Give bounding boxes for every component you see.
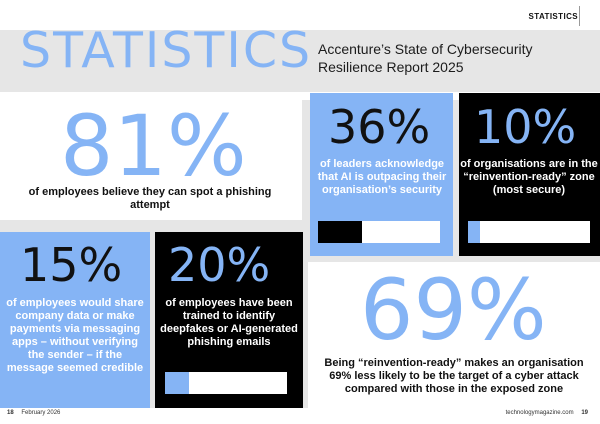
stat-text-15: of employees would share company data or… <box>6 297 144 374</box>
issue-date: February 2026 <box>21 410 61 416</box>
report-title: Accenture’s State of Cybersecurity Resil… <box>318 41 533 75</box>
page-number-right: 19 <box>581 410 588 416</box>
section-tag-divider <box>579 6 580 26</box>
stat-text-81: of employees believe they can spot a phi… <box>28 186 272 211</box>
stat-value-36: 36% <box>328 100 431 154</box>
stat-text-20: of employees have been trained to identi… <box>160 297 298 348</box>
stat-value-81: 81% <box>60 97 247 195</box>
stat-value-69: 69% <box>360 261 547 359</box>
stat-text-10: of organisations are in the “reinvention… <box>460 158 598 196</box>
stat-value-15: 15% <box>20 238 123 292</box>
stat-value-20: 20% <box>168 238 271 292</box>
header-divider-band <box>0 92 600 100</box>
progress-bar-20 <box>165 372 287 394</box>
stat-panel-15 <box>0 232 150 408</box>
progress-fill-10 <box>468 221 481 243</box>
website-link[interactable]: technologymagazine.com <box>505 410 574 416</box>
progress-bar-10 <box>468 221 590 243</box>
progress-fill-36 <box>318 221 362 243</box>
stat-text-36: of leaders acknowledge that AI is outpac… <box>317 158 447 196</box>
footer-left: 18 February 2026 <box>7 410 60 416</box>
progress-fill-20 <box>165 372 190 394</box>
page-number-left: 18 <box>7 410 14 416</box>
footer-bar <box>0 408 600 424</box>
stat-panel-81 <box>0 100 302 220</box>
page-title: STATISTICS <box>20 22 313 79</box>
section-tag: STATISTICS <box>528 12 578 21</box>
top-bar <box>0 0 600 30</box>
footer-right: technologymagazine.com 19 <box>506 410 588 416</box>
stat-value-10: 10% <box>474 100 577 154</box>
progress-bar-36 <box>318 221 440 243</box>
stat-text-69: Being “reinvention-ready” makes an organ… <box>324 357 584 395</box>
stat-panel-69 <box>308 262 600 408</box>
